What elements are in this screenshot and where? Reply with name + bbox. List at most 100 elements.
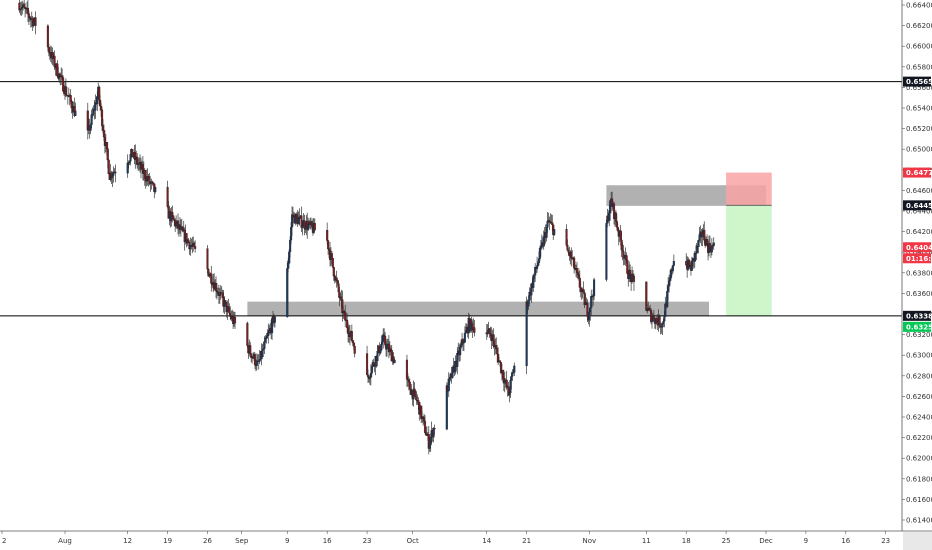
candle-body: [652, 315, 655, 322]
price-tag-label: 0.63259: [906, 323, 932, 331]
price-tag: [903, 321, 931, 332]
x-tick-label: 9: [285, 537, 289, 545]
x-tick-label: Sep: [235, 537, 249, 545]
candle-body: [106, 148, 109, 161]
candle-body: [385, 344, 389, 350]
price-tag-label: 0.65656: [906, 78, 932, 86]
candle-body: [593, 279, 596, 297]
x-tick-label: 23: [363, 537, 372, 545]
take-profit-zone: [726, 205, 772, 316]
candle-body: [287, 263, 290, 269]
candle-body: [224, 300, 227, 303]
candle-body: [672, 261, 675, 266]
x-tick-label: 19: [163, 537, 172, 545]
x-tick-label: 23: [881, 537, 890, 545]
price-tag: [903, 200, 931, 211]
price-tag-label: 0.64773: [906, 169, 932, 177]
x-tick-label: Nov: [582, 537, 596, 545]
candle-body: [712, 242, 715, 246]
candle-body: [511, 373, 514, 377]
candle-body: [249, 345, 252, 354]
candle-body: [327, 240, 330, 250]
candle-body: [632, 275, 636, 282]
candle-body: [350, 331, 353, 341]
x-tick-label: 21: [522, 537, 531, 545]
candle-body: [206, 248, 209, 270]
candle-body: [263, 342, 266, 349]
price-tag-label: 0.64048: [906, 244, 932, 252]
candle-body: [246, 322, 249, 346]
candle-body: [301, 225, 304, 228]
price-tag-label: 0.64455: [906, 202, 932, 210]
candle-body: [194, 246, 197, 249]
candle-body: [131, 148, 134, 157]
candle-body: [286, 268, 289, 318]
candle-body: [154, 187, 157, 192]
candle-body: [331, 258, 334, 268]
zone-demand: [247, 301, 710, 317]
x-tick-label: Dec: [759, 537, 773, 545]
candle-body: [313, 223, 316, 231]
x-tick-label: 11: [642, 537, 651, 545]
candle-body: [107, 159, 110, 174]
x-tick-label: Aug: [58, 537, 72, 545]
candle-body: [663, 316, 666, 322]
candle-body: [433, 428, 436, 430]
candle-body: [473, 327, 476, 333]
x-tick-label: 9: [804, 537, 808, 545]
axis-corner: [903, 532, 932, 550]
x-tick-label: 14: [482, 537, 491, 545]
price-tag-label: 0.63382: [906, 312, 932, 320]
price-tag-label: 01:16:58: [906, 255, 932, 263]
candle-body: [326, 229, 329, 241]
x-tick-label: 26: [203, 537, 212, 545]
y-tick-label: 0.61400: [906, 517, 932, 525]
price-tag: [903, 310, 931, 321]
candle-body: [74, 110, 77, 116]
candle-body: [609, 200, 612, 214]
candle-body: [353, 346, 356, 354]
candle-body: [486, 330, 489, 335]
candle-body: [34, 17, 37, 26]
price-tag: [903, 242, 931, 253]
candle-body: [273, 316, 276, 323]
x-tick-label: 18: [682, 537, 691, 545]
candle-body: [114, 171, 117, 174]
candle-body: [330, 253, 333, 259]
candle-body: [233, 317, 237, 324]
price-tag: [903, 167, 931, 178]
x-tick-label: 12: [123, 537, 132, 545]
stop-loss-zone: [726, 172, 772, 206]
candle-body: [408, 381, 411, 390]
x-tick-label: Oct: [407, 537, 419, 545]
candle-body: [445, 385, 448, 430]
candle-body: [605, 223, 608, 280]
x-tick-label: 16: [841, 537, 850, 545]
candle-body: [513, 365, 516, 373]
price-tag: [903, 76, 931, 87]
x-tick-label: 16: [323, 537, 332, 545]
